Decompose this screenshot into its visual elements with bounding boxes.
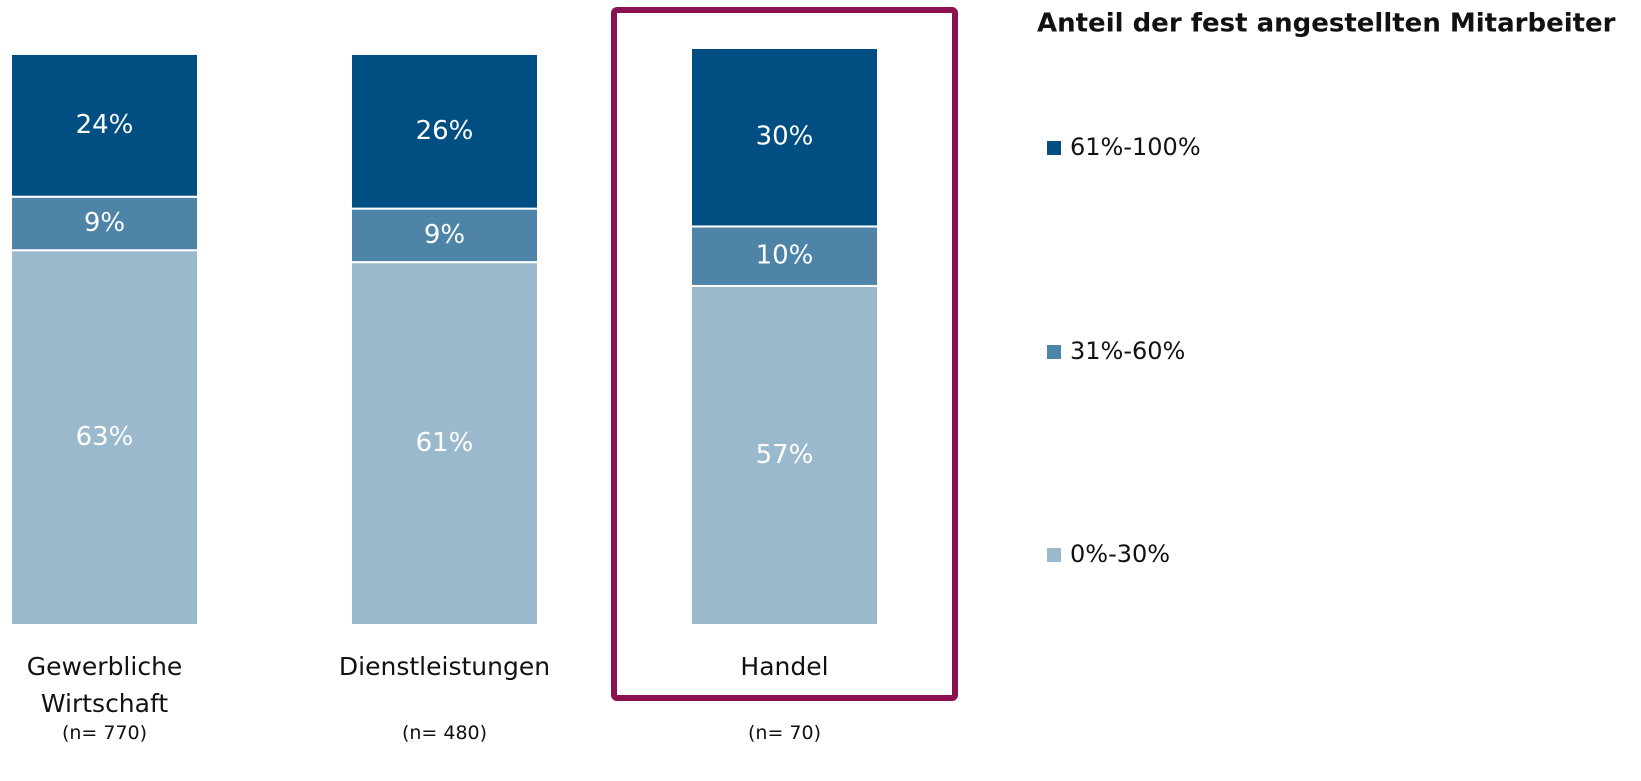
legend-swatch: [1047, 141, 1061, 155]
bar-segment: [690, 284, 879, 626]
value-label: 10%: [756, 241, 814, 271]
legend-title: Anteil der fest angestellten Mitarbeiter: [1037, 9, 1616, 39]
legend-swatch: [1047, 548, 1061, 562]
value-label: 57%: [756, 440, 814, 470]
category-label: Dienstleistungen: [338, 652, 551, 681]
sample-size-label: (n= 770): [61, 722, 148, 744]
legend-label: 31%-60%: [1070, 337, 1185, 365]
value-label: 61%: [416, 428, 474, 458]
category-label: Gewerbliche Wirtschaft: [26, 652, 183, 718]
sample-size-label: (n= 70): [747, 722, 821, 744]
sample-size-label: (n= 480): [401, 722, 488, 744]
bar-segment: [690, 225, 879, 287]
value-label: 9%: [424, 220, 465, 250]
legend-label: 0%-30%: [1070, 540, 1170, 568]
category-label: Handel: [740, 652, 829, 681]
bar-segment: [10, 249, 199, 626]
value-label: 9%: [84, 208, 125, 238]
value-label: 63%: [76, 422, 134, 452]
legend-swatch: [1047, 345, 1061, 359]
legend-label: 61%-100%: [1070, 133, 1201, 161]
value-label: 24%: [76, 110, 134, 140]
bar-segment: [350, 207, 539, 264]
bar-segment: [350, 52, 539, 210]
bar-segment: [10, 195, 199, 252]
value-label: 30%: [756, 122, 814, 152]
bar-segment: [690, 47, 879, 228]
highlight-frame: [611, 7, 958, 701]
value-label: 26%: [416, 116, 474, 146]
bar-segment: [350, 261, 539, 626]
bar-segment: [10, 52, 199, 198]
